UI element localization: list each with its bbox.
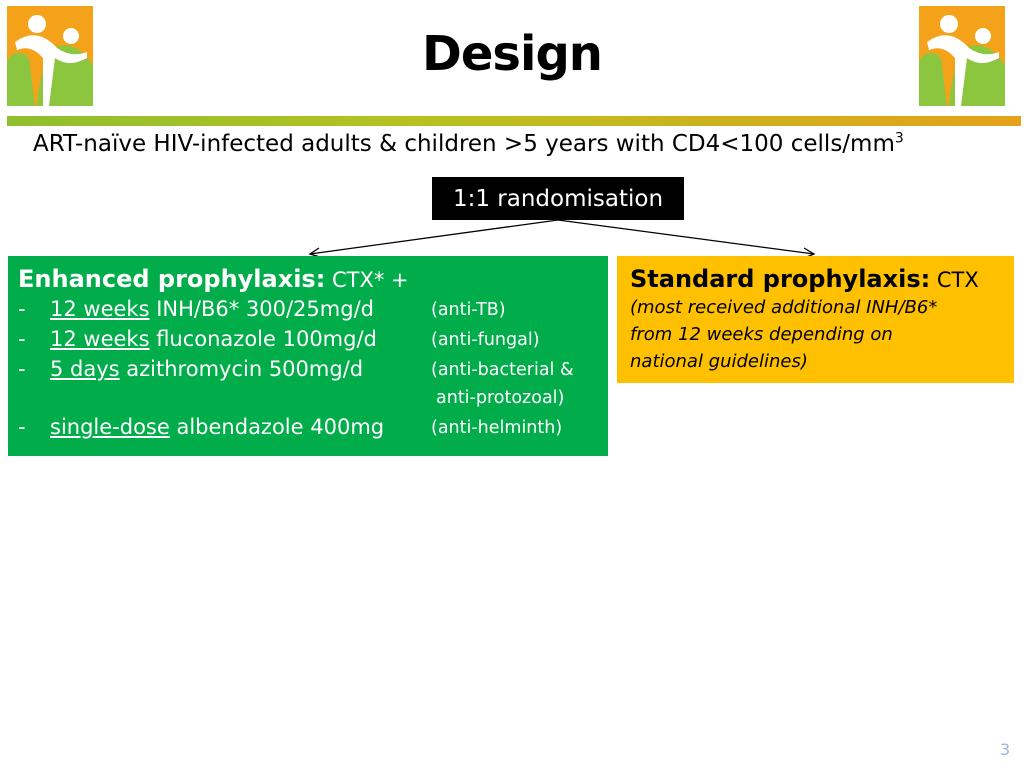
list-bullet: - [18,327,26,351]
drug-regimen: single-dose albendazole 400mg [50,412,384,442]
drug-regimen: 12 weeks fluconazole 100mg/d [50,324,377,354]
enhanced-heading-line: Enhanced prophylaxis: CTX* + [18,264,608,294]
list-item: - 12 weeks INH/B6* 300/25mg/d (anti-TB) [18,294,608,324]
list-item: - single-dose albendazole 400mg (anti-he… [18,412,608,442]
population-superscript: 3 [894,130,904,147]
regimen-duration: 5 days [50,357,120,381]
population-statement: ART-naïve HIV-infected adults & children… [33,131,904,157]
drug-regimen: 12 weeks INH/B6* 300/25mg/d [50,294,374,324]
regimen-drug: fluconazole 100mg/d [149,327,377,351]
standard-note-line: national guidelines) [630,351,808,372]
standard-heading-suffix: CTX [930,268,979,292]
regimen-effect: (anti-helminth) [431,418,563,438]
regimen-duration: single-dose [50,415,170,439]
arrow-to-enhanced [309,219,559,255]
randomisation-label: 1:1 randomisation [452,185,664,212]
regimen-effect-line1: (anti-bacterial & [431,360,574,380]
enhanced-heading: Enhanced prophylaxis: [18,265,326,293]
regimen-effect: (anti-bacterial & anti-protozoal) [431,356,574,412]
regimen-effect: (anti-fungal) [431,330,540,350]
standard-heading: Standard prophylaxis: [630,265,931,293]
regimen-duration: 12 weeks [50,327,150,351]
regimen-drug: azithromycin 500mg/d [119,357,364,381]
population-text: ART-naïve HIV-infected adults & children… [33,131,895,157]
list-bullet: - [18,297,26,321]
enhanced-prophylaxis-box: Enhanced prophylaxis: CTX* + - 12 weeks … [8,256,608,456]
regimen-effect-line2: anti-protozoal) [436,388,565,408]
drug-regimen: 5 days azithromycin 500mg/d [50,354,363,384]
enhanced-heading-suffix: CTX* + [325,268,409,292]
family-logo-icon [7,6,93,106]
list-item: - 12 weeks fluconazole 100mg/d (anti-fun… [18,324,608,354]
regimen-duration: 12 weeks [50,297,150,321]
list-item: - 5 days azithromycin 500mg/d (anti-bact… [18,354,608,412]
standard-heading-line: Standard prophylaxis: CTX [630,264,1014,294]
page-title: Design [422,26,603,82]
family-logo-icon [919,6,1005,106]
randomisation-box: 1:1 randomisation [432,177,684,220]
page-number: 3 [1000,740,1011,759]
regimen-drug: albendazole 400mg [169,415,385,439]
standard-note-line: from 12 weeks depending on [630,324,893,345]
title-divider [7,116,1021,126]
regimen-effect: (anti-TB) [431,300,506,320]
list-bullet: - [18,415,26,439]
standard-prophylaxis-box: Standard prophylaxis: CTX (most received… [617,256,1014,383]
arrow-to-standard [557,219,815,255]
list-bullet: - [18,357,26,381]
standard-note-line: (most received additional INH/B6* [630,297,938,318]
regimen-drug: INH/B6* 300/25mg/d [149,297,374,321]
